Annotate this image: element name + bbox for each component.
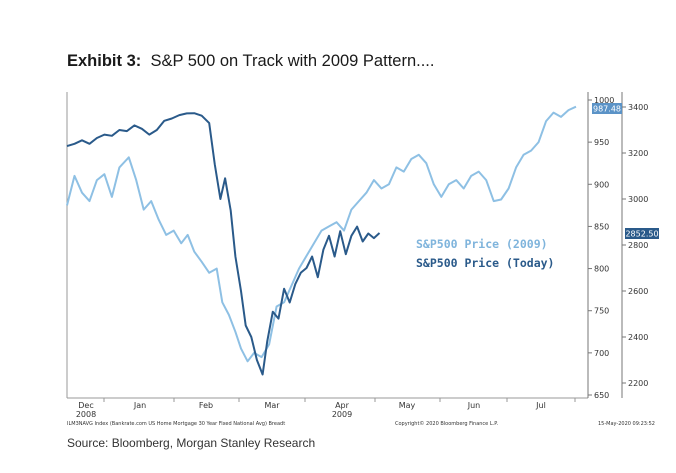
x-tick-label: Mar <box>264 401 280 410</box>
left-badge-box <box>592 103 622 114</box>
right-tick-label: 2800 <box>628 241 648 250</box>
left-tick-label: 1000 <box>594 96 614 105</box>
right-tick-label: 2200 <box>628 379 648 388</box>
x-tick-label: Apr <box>335 401 350 410</box>
left-badge-text: 987.48 <box>593 105 621 114</box>
chart-title: Exhibit 3: S&P 500 on Track with 2009 Pa… <box>67 52 434 71</box>
x-tick-label: Jul <box>535 401 546 410</box>
legend-today: S&P500 Price (Today) <box>416 256 554 270</box>
left-tick-label: 700 <box>594 349 609 358</box>
x-tick-label: May <box>399 401 416 410</box>
left-tick-label: 750 <box>594 307 609 316</box>
x-tick-label: Jun <box>467 401 481 410</box>
footnote-center: Copyright© 2020 Bloomberg Finance L.P. <box>395 420 498 427</box>
footnote-left: ILM3NAVG Index (Bankrate.com US Home Mor… <box>67 421 285 427</box>
left-axis-ticks: 1000 950 900 850 800 750 700 650 <box>588 96 614 400</box>
x-tick-label: Feb <box>199 401 213 410</box>
right-tick-label: 3200 <box>628 149 648 158</box>
series-line-today <box>66 112 381 376</box>
right-tick-label: 2600 <box>628 287 648 296</box>
series-lines <box>66 105 577 376</box>
left-tick-label: 800 <box>594 265 609 274</box>
x-axis-ticks: Dec Jan Feb Mar Apr May Jun Jul 2008 2009 <box>76 398 576 419</box>
source-note: Source: Bloomberg, Morgan Stanley Resear… <box>67 436 316 450</box>
right-badge-text: 2852.50 <box>625 230 658 239</box>
legend-2009: S&P500 Price (2009) <box>416 237 548 251</box>
right-tick-label: 3000 <box>628 195 648 204</box>
x-year-label: 2009 <box>332 410 352 419</box>
x-year-label: 2008 <box>76 410 96 419</box>
chart-title-text: S&P 500 on Track with 2009 Pattern.... <box>150 52 435 70</box>
right-last-value-badge: 2852.50 <box>625 228 659 239</box>
right-axis-ticks: 3400 3200 3000 2800 2600 2400 2200 <box>622 103 648 388</box>
series-line-2009 <box>66 105 577 363</box>
left-tick-label: 950 <box>594 138 609 147</box>
footnote-right: 15-May-2020 09:23:52 <box>598 421 655 427</box>
left-last-value-badge: 987.48 <box>592 103 622 114</box>
x-tick-label: Jan <box>133 401 146 410</box>
right-tick-label: 2400 <box>628 333 648 342</box>
right-tick-label: 3400 <box>628 103 648 112</box>
exhibit-number: Exhibit 3: <box>67 52 142 70</box>
left-tick-label: 650 <box>594 391 609 400</box>
left-tick-label: 850 <box>594 222 609 231</box>
x-tick-label: Dec <box>78 401 93 410</box>
right-badge-box <box>625 228 659 239</box>
left-tick-label: 900 <box>594 180 609 189</box>
